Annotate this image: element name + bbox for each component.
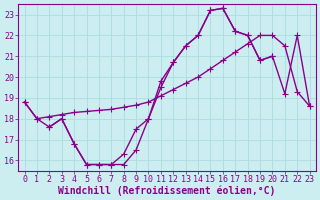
X-axis label: Windchill (Refroidissement éolien,°C): Windchill (Refroidissement éolien,°C): [58, 185, 276, 196]
